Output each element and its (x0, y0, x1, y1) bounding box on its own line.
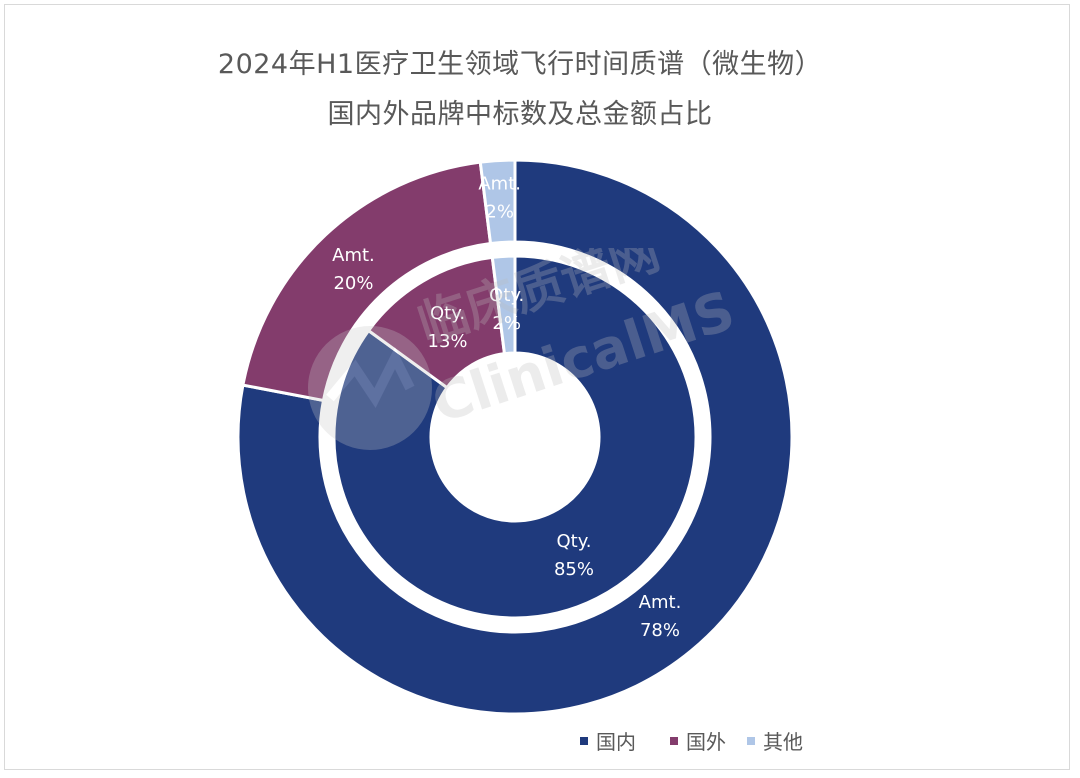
outer-slice-2 (478, 158, 517, 246)
chart-subtitle: 国内外品牌中标数及总金额占比 (327, 99, 713, 130)
legend-swatch-1 (670, 736, 678, 745)
inner-label-1: Qty. 13% (428, 303, 468, 352)
legend-label-2: 其他 (763, 730, 803, 754)
inner-label-0: Qty. 85% (554, 531, 594, 580)
legend: 国内 国外 其他 (0, 722, 1080, 755)
legend-label-1: 国外 (686, 730, 726, 754)
inner-label-2: Qty. 2% (489, 285, 524, 334)
legend-swatch-0 (580, 736, 588, 745)
chart-title: 2024年H1医疗卫生领域飞行时间质谱（微生物） (217, 49, 823, 80)
inner-slice-2 (490, 254, 517, 356)
legend-label-0: 国内 (596, 730, 636, 754)
outer-label-1: Amt. 20% (332, 245, 375, 294)
legend-swatch-2 (747, 736, 755, 745)
inner-slice-1 (366, 255, 507, 390)
legend-item-2: 其他 (747, 726, 803, 755)
outer-slice-0 (236, 158, 794, 716)
inner-slice-0 (332, 254, 698, 620)
legend-item-1: 国外 (670, 726, 726, 755)
outer-label-0: Amt. 78% (639, 592, 682, 641)
outer-label-2: Amt. 2% (478, 173, 521, 222)
legend-item-0: 国内 (580, 726, 636, 755)
